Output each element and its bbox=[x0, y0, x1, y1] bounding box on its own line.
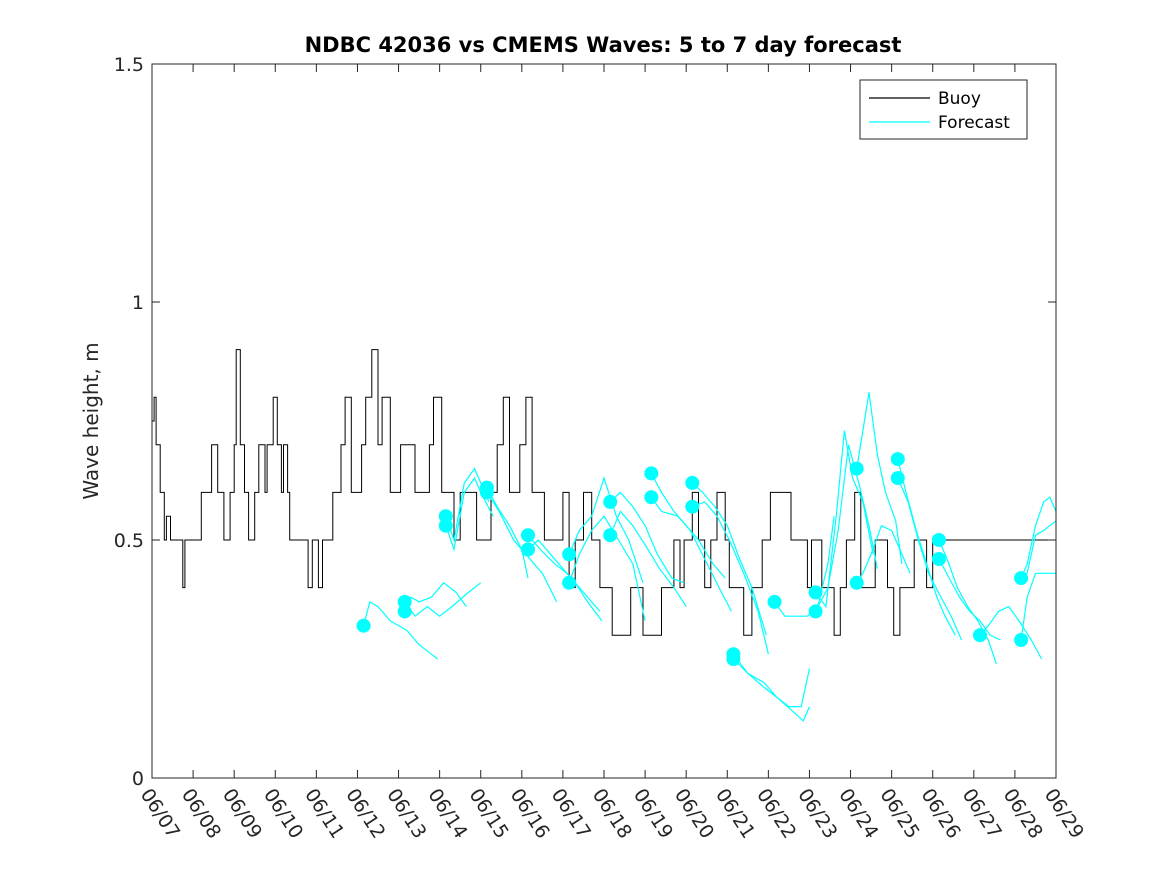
forecast-marker-6 bbox=[479, 485, 494, 500]
series-line-forecast-17 bbox=[732, 653, 811, 708]
forecast-marker-11 bbox=[603, 494, 618, 509]
forecast-marker-18 bbox=[726, 652, 741, 666]
forecast-marker-29 bbox=[1014, 571, 1029, 586]
forecast-marker-14 bbox=[644, 490, 659, 505]
x-tick-label: 06/09 bbox=[218, 785, 266, 843]
legend: Buoy Forecast bbox=[859, 79, 1028, 140]
forecast-marker-13 bbox=[644, 466, 659, 481]
forecast-marker-24 bbox=[890, 452, 905, 467]
x-tick-label: 06/10 bbox=[259, 785, 307, 843]
series-line-forecast-8 bbox=[527, 539, 603, 622]
legend-label-forecast: Forecast bbox=[938, 113, 1010, 133]
forecast-marker-16 bbox=[685, 499, 700, 514]
series-line-forecast-30 bbox=[1020, 520, 1057, 579]
x-tick-label: 06/25 bbox=[875, 785, 923, 843]
series-line-forecast-5 bbox=[486, 487, 529, 579]
plot-area bbox=[152, 349, 1057, 722]
series-line-forecast-19 bbox=[774, 516, 835, 617]
x-tick-label: 06/26 bbox=[917, 785, 965, 843]
x-tick-label: 06/29 bbox=[1040, 785, 1088, 843]
y-tick-label: 0 bbox=[132, 768, 144, 790]
series-line-forecast-2 bbox=[404, 582, 482, 618]
series-line-forecast-31 bbox=[1020, 572, 1056, 641]
forecast-marker-0 bbox=[356, 618, 371, 633]
forecast-marker-15 bbox=[685, 475, 700, 490]
series-line-forecast-11 bbox=[609, 491, 685, 584]
series-line-forecast-6 bbox=[486, 492, 558, 603]
forecast-marker-23 bbox=[849, 575, 864, 590]
forecast-marker-27 bbox=[931, 552, 946, 566]
legend-label-buoy: Buoy bbox=[938, 89, 981, 109]
series-line-forecast-25 bbox=[897, 477, 963, 641]
series-line-forecast-15 bbox=[691, 482, 767, 636]
series-line-forecast-22 bbox=[856, 392, 903, 564]
forecast-marker-30 bbox=[1014, 633, 1029, 647]
x-tick-label: 06/23 bbox=[793, 785, 841, 843]
series-line-forecast-7 bbox=[527, 534, 601, 612]
x-tick-label: 06/11 bbox=[300, 785, 348, 843]
legend-box bbox=[859, 79, 1028, 140]
series-line-forecast-18 bbox=[732, 658, 811, 722]
series-line-forecast-23 bbox=[856, 524, 911, 584]
x-tick-label: 06/12 bbox=[341, 785, 389, 843]
x-tick-label: 06/13 bbox=[382, 785, 430, 843]
series-line-forecast-27 bbox=[938, 558, 1001, 641]
series-line-forecast-29 bbox=[1020, 496, 1057, 579]
series-line-forecast-28 bbox=[979, 605, 1043, 660]
forecast-marker-7 bbox=[521, 528, 535, 543]
series-line-forecast-0 bbox=[363, 600, 438, 660]
x-tick-label: 06/16 bbox=[506, 785, 554, 843]
series-line-forecast-14 bbox=[650, 496, 732, 612]
y-tick-label: 1 bbox=[132, 292, 144, 314]
forecast-marker-9 bbox=[562, 547, 577, 562]
x-tick-label: 06/07 bbox=[136, 785, 184, 843]
series-line-forecast-12 bbox=[609, 510, 687, 607]
x-tick-label: 06/14 bbox=[423, 785, 471, 843]
y-tick-label: 1.5 bbox=[114, 54, 144, 76]
x-tick-label: 06/24 bbox=[834, 785, 882, 843]
x-tick-label: 06/15 bbox=[465, 785, 513, 843]
forecast-marker-8 bbox=[521, 542, 535, 557]
forecast-marker-26 bbox=[931, 533, 946, 547]
x-tick-label: 06/08 bbox=[177, 785, 225, 843]
y-axis-label: Wave height, m bbox=[79, 342, 103, 499]
series-line-buoy bbox=[152, 349, 1056, 636]
forecast-marker-25 bbox=[890, 471, 905, 486]
forecast-marker-10 bbox=[562, 575, 577, 590]
forecast-marker-2 bbox=[397, 594, 412, 609]
series-line-forecast-21 bbox=[815, 444, 878, 612]
forecast-marker-21 bbox=[808, 604, 823, 619]
forecast-marker-19 bbox=[767, 594, 782, 609]
forecast-marker-4 bbox=[438, 518, 453, 533]
x-tick-label: 06/22 bbox=[752, 785, 800, 843]
x-tick-label: 06/28 bbox=[999, 785, 1047, 843]
x-tick-label: 06/20 bbox=[670, 785, 718, 843]
forecast-marker-12 bbox=[603, 528, 618, 543]
x-tick-label: 06/18 bbox=[588, 785, 636, 843]
forecast-marker-20 bbox=[808, 585, 823, 600]
axes-box bbox=[151, 63, 1057, 779]
axes: 00.511.506/0706/0806/0906/1006/1106/1206… bbox=[114, 54, 1088, 843]
series-line-forecast-10 bbox=[568, 515, 646, 622]
x-tick-label: 06/17 bbox=[547, 785, 595, 843]
series-line-forecast-24 bbox=[897, 458, 956, 636]
forecast-marker-28 bbox=[973, 628, 987, 643]
series-line-forecast-1 bbox=[404, 581, 467, 612]
x-tick-label: 06/19 bbox=[629, 785, 677, 843]
series-line-forecast-16 bbox=[692, 501, 769, 655]
series-line-forecast-3 bbox=[445, 467, 490, 543]
x-tick-label: 06/27 bbox=[958, 785, 1006, 843]
forecast-marker-22 bbox=[849, 461, 864, 476]
x-tick-label: 06/21 bbox=[711, 785, 759, 843]
series-line-forecast-26 bbox=[938, 539, 997, 664]
y-tick-label: 0.5 bbox=[114, 530, 144, 552]
chart-title: NDBC 42036 vs CMEMS Waves: 5 to 7 day fo… bbox=[305, 33, 902, 57]
series-line-forecast-9 bbox=[568, 476, 644, 583]
